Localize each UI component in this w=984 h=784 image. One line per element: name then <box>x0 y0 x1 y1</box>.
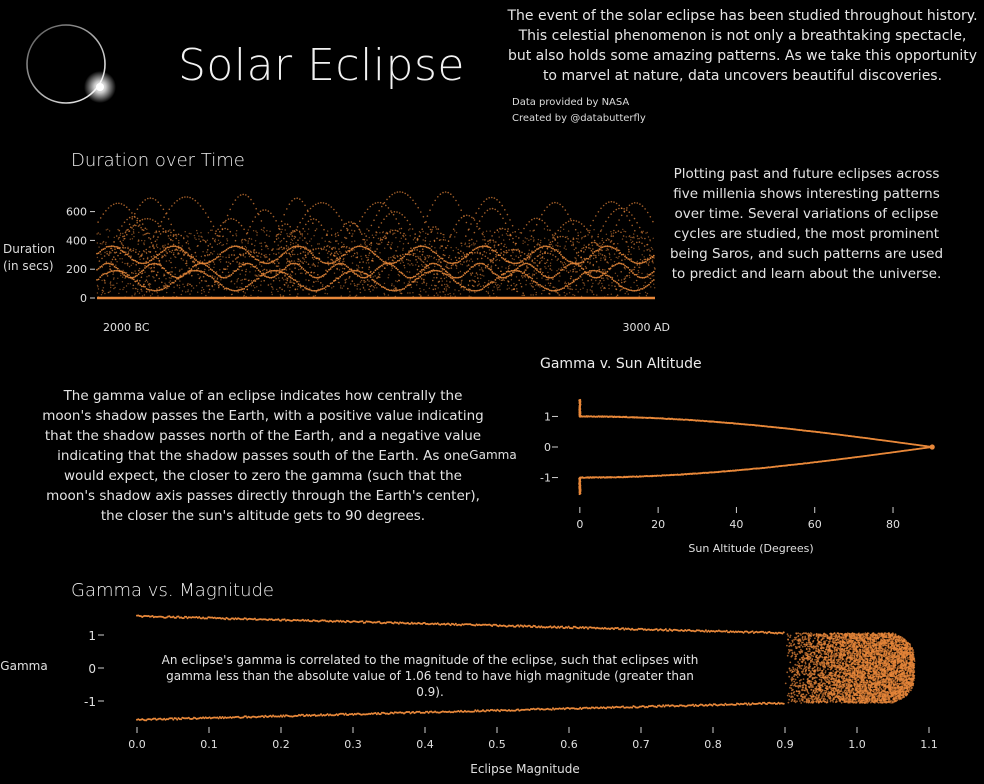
credit-author: Created by @databutterfly <box>512 113 646 124</box>
intro-text: The event of the solar eclipse has been … <box>507 8 978 84</box>
duration-note: Plotting past and future eclipses across… <box>669 166 944 282</box>
duration-ylabel-line2: (in secs) <box>3 259 54 273</box>
x-tick-label: 0.1 <box>200 738 218 751</box>
x-axis-label: Sun Altitude (Degrees) <box>688 542 813 555</box>
x-tick-label: 0.5 <box>488 738 506 751</box>
y-axis-label: Gamma <box>469 448 516 462</box>
x-tick-label: 0.9 <box>776 738 794 751</box>
x-tick-label: 0.4 <box>416 738 434 751</box>
duration-ylabel-line1: Duration <box>3 242 56 256</box>
y-axis-label: Gamma <box>0 659 47 673</box>
y-tick-label: -1 <box>84 695 96 709</box>
x-tick-label: 0 <box>576 518 583 531</box>
credit-source: Data provided by NASA <box>512 97 630 108</box>
y-tick-label: 0 <box>80 292 87 305</box>
x-tick-label: 3000 AD <box>623 321 671 334</box>
page-title: Solar Eclipse <box>178 40 465 91</box>
gamma-sun-chart: 1 0 -1 0 20 40 60 80 Gamma Sun Altitude (Degrees) <box>469 398 935 555</box>
y-tick-label: 1 <box>88 629 96 643</box>
y-tick-label: 0 <box>88 662 96 676</box>
duration-points <box>96 191 656 299</box>
x-tick-label: 1.1 <box>920 738 938 751</box>
y-tick-label: 600 <box>66 206 87 219</box>
x-tick-label: 80 <box>886 518 900 531</box>
gamma-mag-points <box>136 614 916 722</box>
y-tick-label: 400 <box>66 234 87 247</box>
x-tick-label: 20 <box>651 518 665 531</box>
gamma-mag-title: Gamma vs. Magnitude <box>71 580 275 601</box>
y-tick-label: 0 <box>544 441 551 454</box>
gamma-mag-note: An eclipse's gamma is correlated to the … <box>161 653 699 699</box>
eclipse-logo-icon <box>26 24 116 104</box>
y-tick-label: 200 <box>66 263 87 276</box>
y-tick-label: -1 <box>540 472 551 485</box>
x-tick-label: 0.0 <box>128 738 146 751</box>
x-tick-label: 0.7 <box>632 738 650 751</box>
gamma-sun-points <box>578 398 935 496</box>
x-tick-label: 0.8 <box>704 738 722 751</box>
x-tick-label: 1.0 <box>848 738 866 751</box>
x-tick-label: 0.2 <box>272 738 290 751</box>
y-tick-label: 1 <box>544 410 551 423</box>
x-tick-label: 2000 BC <box>103 321 150 334</box>
x-tick-label: 60 <box>808 518 822 531</box>
gamma-mag-chart: 1 0 -1 0.0 0.1 0.2 0.3 0.4 0.5 0.6 0.7 0.8 0.9 1.0 1.1… <box>0 614 938 776</box>
x-tick-label: 0.6 <box>560 738 578 751</box>
gamma-note: The gamma value of an eclipse indicates … <box>42 388 484 524</box>
x-tick-label: 0.3 <box>344 738 362 751</box>
x-tick-label: 40 <box>729 518 743 531</box>
gamma-sun-title: Gamma v. Sun Altitude <box>540 356 702 372</box>
duration-chart: 0 200 400 600 2000 BC 3000 AD <box>66 191 671 334</box>
x-axis-label: Eclipse Magnitude <box>470 762 580 776</box>
duration-title: Duration over Time <box>71 150 245 171</box>
